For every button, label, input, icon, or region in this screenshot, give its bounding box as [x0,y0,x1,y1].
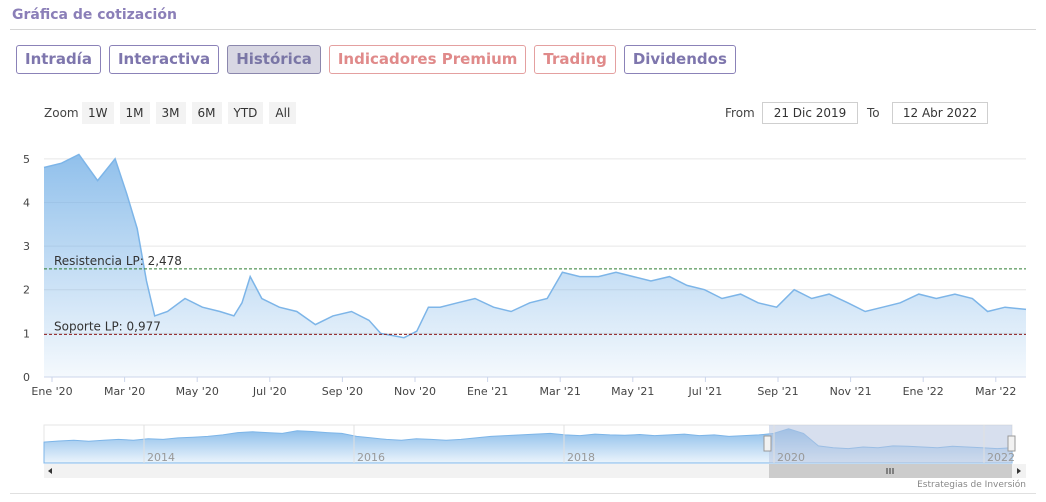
navigator-left-handle[interactable] [763,435,772,452]
tab-historica[interactable]: Histórica [227,45,321,74]
y-axis-ticks: 0 1 2 3 4 5 [23,153,30,384]
x-tick-label: Mar '20 [104,385,145,398]
series-area-fill [44,154,1026,377]
x-tick-label: May '20 [176,385,219,398]
resistance-label: Resistencia LP: 2,478 [54,254,182,268]
x-tick-label: Ene '20 [31,385,72,398]
navigator-tick-label: 2014 [147,451,175,464]
x-tick-label: Sep '20 [322,385,363,398]
x-tick-label: Nov '20 [394,385,436,398]
support-label: Soporte LP: 0,977 [54,319,161,333]
x-tick-label: Ene '22 [903,385,944,398]
y-tick-label: 4 [23,196,30,209]
zoom-1m-button[interactable]: 1M [119,102,150,124]
y-tick-label: 1 [23,327,30,340]
zoom-3m-button[interactable]: 3M [155,102,186,124]
title-divider [10,29,1036,30]
navigator-selected-range[interactable] [769,425,1012,463]
tab-dividendos[interactable]: Dividendos [623,45,736,74]
x-tick-label: Mar '21 [540,385,581,398]
to-label: To [867,106,880,120]
zoom-1w-button[interactable]: 1W [82,102,114,124]
y-tick-label: 5 [23,153,30,166]
chart-section-title: Gráfica de cotización [12,7,177,23]
series-line [43,153,1027,339]
tab-interactiva[interactable]: Interactiva [108,45,220,74]
tab-trading[interactable]: Trading [534,45,616,74]
y-tick-label: 3 [23,240,30,253]
x-tick-label: Jul '21 [688,385,723,398]
x-tick-label: Mar '22 [975,385,1016,398]
chart-credit: Estrategias de Inversión [917,480,1026,490]
to-date-input[interactable]: 12 Abr 2022 [892,102,988,124]
x-axis-ticks: Ene '20 Mar '20 May '20 Jul '20 Sep '20 Nov '… [31,377,1016,398]
scrollbar-grip-icon [886,468,894,474]
x-tick-label: Nov '21 [830,385,872,398]
x-tick-label: Jul '20 [252,385,287,398]
zoom-all-button[interactable]: All [269,102,297,124]
zoom-ytd-button[interactable]: YTD [227,102,264,124]
scroll-right-icon[interactable] [1017,468,1021,474]
navigator-tick-label: 2018 [567,451,595,464]
tab-indicadores-premium[interactable]: Indicadores Premium [328,45,527,74]
navigator-right-handle[interactable] [1007,435,1016,452]
x-tick-label: May '21 [611,385,654,398]
tab-intradia[interactable]: Intradía [16,45,101,74]
bottom-divider [10,493,1036,494]
from-date-input[interactable]: 21 Dic 2019 [762,102,858,124]
chart-tabs: Intradía Interactiva Histórica Indicador… [16,45,736,74]
navigator-ticks: 2014 2016 2018 2020 2022 [143,425,1015,464]
y-tick-label: 2 [23,284,30,297]
y-tick-label: 0 [23,371,30,384]
scroll-left-icon[interactable] [48,468,52,474]
reference-lines: Resistencia LP: 2,478 Soporte LP: 0,977 [44,254,1026,335]
x-tick-label: Ene '21 [467,385,508,398]
navigator-tick-label: 2016 [357,451,385,464]
zoom-6m-button[interactable]: 6M [191,102,222,124]
navigator[interactable]: 2014 2016 2018 2020 2022 [43,424,1026,478]
zoom-label: Zoom [44,106,79,120]
navigator-tick-label: 2022 [987,451,1015,464]
from-label: From [725,106,755,120]
navigator-tick-label: 2020 [777,451,805,464]
zoom-buttons: 1W 1M 3M 6M YTD All [82,102,297,124]
x-tick-label: Sep '21 [757,385,798,398]
